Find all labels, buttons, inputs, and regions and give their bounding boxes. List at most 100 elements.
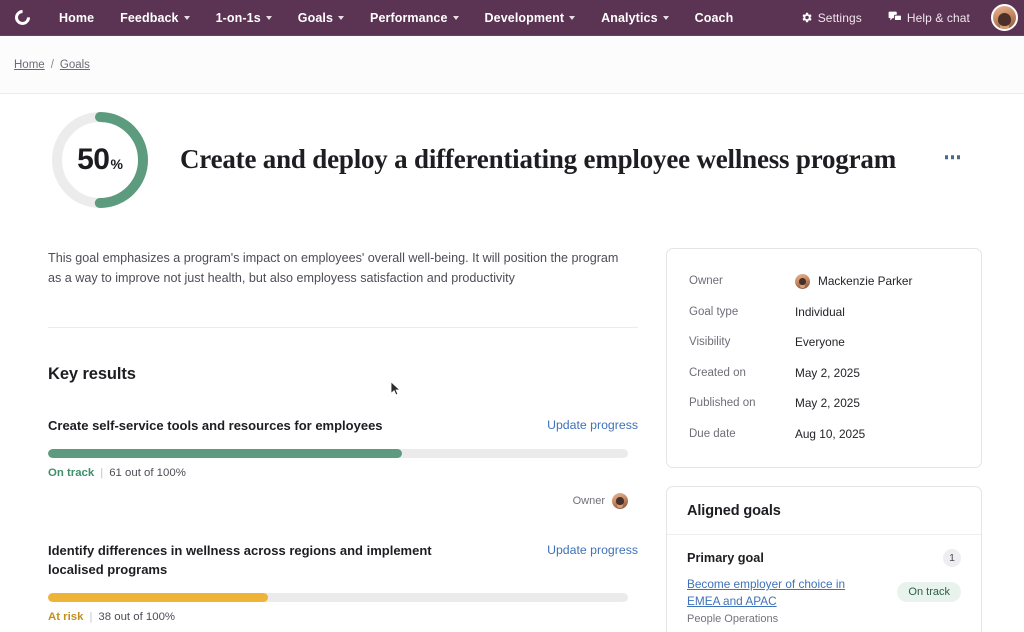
nav-item-label: 1-on-1s	[215, 10, 261, 25]
key-result-progress-fill	[48, 449, 402, 459]
update-progress-link[interactable]: Update progress	[547, 417, 638, 432]
key-result-status: At risk	[48, 611, 84, 624]
breadcrumb-home-link[interactable]: Home	[14, 58, 45, 71]
primary-goal-count: 1	[943, 549, 961, 567]
detail-label: Published on	[689, 397, 756, 410]
detail-label: Created on	[689, 366, 746, 379]
nav-item-development[interactable]: Development	[472, 0, 589, 35]
detail-label: Due date	[689, 427, 736, 440]
detail-row-created-on: Created on May 2, 2025	[689, 358, 959, 389]
detail-value: Mackenzie Parker	[795, 273, 913, 289]
owner-avatar[interactable]	[612, 493, 628, 510]
help-and-chat-button[interactable]: Help & chat	[875, 0, 983, 35]
aligned-goals-title: Aligned goals	[667, 487, 981, 535]
goal-header: 50 % Create and deploy a differentiating…	[48, 94, 1010, 220]
key-result-name: Identify differences in wellness across …	[48, 543, 432, 577]
nav-item-label: Development	[484, 10, 565, 25]
help-label: Help & chat	[906, 10, 970, 25]
key-result-meta: At risk | 38 out of 100%	[48, 611, 638, 623]
supporting-goal-section: Supporting goal 0	[667, 625, 981, 632]
breadcrumb-bar: Home / Goals	[0, 36, 1024, 94]
key-result-value: 38 out of 100%	[98, 611, 176, 624]
primary-goal-section: Primary goal 1 Become employer of choice…	[667, 535, 981, 625]
goal-description: This goal emphasizes a program's impact …	[48, 251, 619, 286]
section-divider	[48, 326, 638, 328]
detail-value: May 2, 2025	[795, 365, 860, 380]
gear-icon	[802, 12, 812, 23]
key-result-owner: Owner	[48, 493, 628, 510]
chevron-down-icon	[569, 16, 576, 20]
detail-value: May 2, 2025	[795, 396, 860, 411]
app-logo[interactable]	[8, 4, 36, 32]
nav-right-cluster: Settings Help & chat	[787, 0, 1018, 35]
meta-separator: |	[100, 467, 104, 480]
goal-details-card: Owner Mackenzie Parker Goal type Individ…	[666, 248, 982, 468]
goal-progress-ring: 50 %	[48, 108, 152, 212]
primary-goal-header: Primary goal 1	[687, 549, 961, 567]
goal-progress-unit: %	[110, 155, 123, 172]
meta-separator: |	[89, 611, 93, 624]
detail-label: Owner	[689, 275, 723, 288]
owner-avatar	[795, 273, 810, 289]
nav-item-label: Goals	[297, 10, 334, 25]
nav-item-label: Coach	[694, 10, 734, 25]
page-title: Create and deploy a differentiating empl…	[180, 144, 896, 175]
detail-value: Everyone	[795, 335, 845, 350]
detail-value-text: Mackenzie Parker	[818, 274, 913, 289]
nav-item-label: Home	[59, 10, 95, 25]
nav-item-analytics[interactable]: Analytics	[588, 0, 681, 35]
key-result-name: Create self-service tools and resources …	[48, 417, 383, 433]
aligned-goal-info: Become employer of choice in EMEA and AP…	[687, 576, 877, 625]
nav-item-label: Performance	[370, 10, 448, 25]
breadcrumb-separator: /	[50, 58, 54, 71]
aligned-goals-card: Aligned goals Primary goal 1 Become empl…	[666, 486, 982, 632]
side-column: Owner Mackenzie Parker Goal type Individ…	[666, 248, 1010, 632]
page-body: 50 % Create and deploy a differentiating…	[0, 94, 1024, 632]
detail-row-published-on: Published on May 2, 2025	[689, 388, 959, 419]
nav-item-goals[interactable]: Goals	[285, 0, 357, 35]
aligned-goal-link[interactable]: Become employer of choice in EMEA and AP…	[687, 577, 846, 609]
nav-item-feedback[interactable]: Feedback	[107, 0, 202, 35]
detail-label: Goal type	[689, 305, 739, 318]
key-result-item: Identify differences in wellness across …	[48, 542, 638, 623]
user-avatar[interactable]	[991, 4, 1018, 31]
nav-item-home[interactable]: Home	[46, 0, 107, 35]
culture-amp-logo-icon	[11, 6, 33, 29]
key-result-meta: On track | 61 out of 100%	[48, 467, 638, 479]
chevron-down-icon	[338, 16, 345, 20]
chevron-down-icon	[265, 16, 272, 20]
chevron-down-icon	[183, 16, 190, 20]
key-result-progress-bar	[48, 593, 628, 603]
key-result-progress-bar	[48, 449, 628, 459]
key-result-owner-label: Owner	[572, 495, 605, 508]
nav-item-coach[interactable]: Coach	[682, 0, 747, 35]
key-result-progress-fill	[48, 593, 269, 603]
detail-row-owner: Owner Mackenzie Parker	[689, 266, 959, 297]
nav-item-1-on-1s[interactable]: 1-on-1s	[203, 0, 285, 35]
nav-item-label: Feedback	[120, 10, 179, 25]
aligned-goal-row: Become employer of choice in EMEA and AP…	[687, 576, 961, 625]
nav-item-performance[interactable]: Performance	[357, 0, 472, 35]
status-badge: On track	[897, 582, 961, 602]
breadcrumb-goals-link[interactable]: Goals	[59, 58, 90, 71]
key-result-item: Create self-service tools and resources …	[48, 417, 638, 510]
chevron-down-icon	[452, 16, 459, 20]
goal-progress-value: 50	[77, 143, 110, 176]
detail-row-goal-type: Goal type Individual	[689, 297, 959, 328]
detail-row-visibility: Visibility Everyone	[689, 327, 959, 358]
detail-row-due-date: Due date Aug 10, 2025	[689, 419, 959, 450]
chat-bubbles-icon	[888, 11, 902, 21]
detail-label: Visibility	[689, 336, 731, 349]
update-progress-link[interactable]: Update progress	[547, 543, 638, 558]
content-columns: This goal emphasizes a program's impact …	[14, 220, 1010, 632]
key-result-value: 61 out of 100%	[109, 467, 186, 480]
settings-label: Settings	[817, 10, 862, 25]
goal-actions-menu-icon[interactable]	[939, 149, 967, 165]
detail-value: Individual	[795, 304, 845, 319]
key-result-header: Identify differences in wellness across …	[48, 542, 638, 579]
main-column: This goal emphasizes a program's impact …	[14, 248, 638, 632]
nav-item-label: Analytics	[601, 10, 658, 25]
primary-nav-items: Home Feedback 1-on-1s Goals Performance …	[46, 0, 746, 35]
key-results-heading: Key results	[48, 364, 136, 383]
settings-button[interactable]: Settings	[787, 0, 875, 35]
